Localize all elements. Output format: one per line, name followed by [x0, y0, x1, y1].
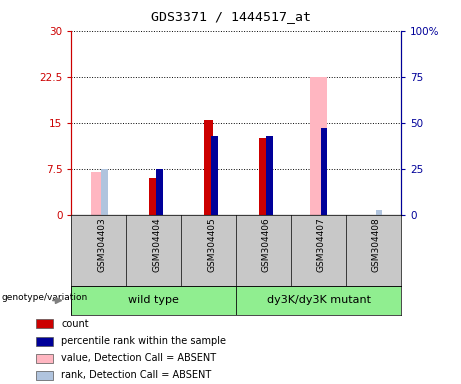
- Bar: [236, 286, 401, 315]
- Text: GDS3371 / 1444517_at: GDS3371 / 1444517_at: [150, 10, 311, 23]
- Text: GSM304403: GSM304403: [97, 217, 106, 272]
- Bar: [376, 210, 382, 215]
- Text: GSM304407: GSM304407: [317, 217, 326, 272]
- Bar: [36, 337, 53, 346]
- Text: percentile rank within the sample: percentile rank within the sample: [61, 336, 226, 346]
- Bar: [156, 169, 163, 215]
- Bar: [310, 77, 327, 215]
- Text: value, Detection Call = ABSENT: value, Detection Call = ABSENT: [61, 353, 216, 363]
- Bar: [266, 136, 272, 215]
- Text: GSM304404: GSM304404: [152, 217, 161, 272]
- Text: rank, Detection Call = ABSENT: rank, Detection Call = ABSENT: [61, 370, 212, 381]
- Text: genotype/variation: genotype/variation: [1, 293, 88, 301]
- Bar: [71, 286, 236, 315]
- Bar: [36, 319, 53, 328]
- Text: GSM304405: GSM304405: [207, 217, 216, 272]
- Text: count: count: [61, 318, 89, 329]
- Text: GSM304406: GSM304406: [262, 217, 271, 272]
- Bar: [101, 169, 108, 215]
- Bar: [149, 178, 159, 215]
- Bar: [204, 120, 213, 215]
- Bar: [259, 138, 268, 215]
- Bar: [211, 136, 218, 215]
- Text: GSM304408: GSM304408: [372, 217, 381, 272]
- Text: dy3K/dy3K mutant: dy3K/dy3K mutant: [266, 295, 371, 306]
- Bar: [91, 172, 107, 215]
- Bar: [36, 371, 53, 380]
- Bar: [321, 128, 327, 215]
- Bar: [36, 354, 53, 363]
- Text: wild type: wild type: [129, 295, 179, 306]
